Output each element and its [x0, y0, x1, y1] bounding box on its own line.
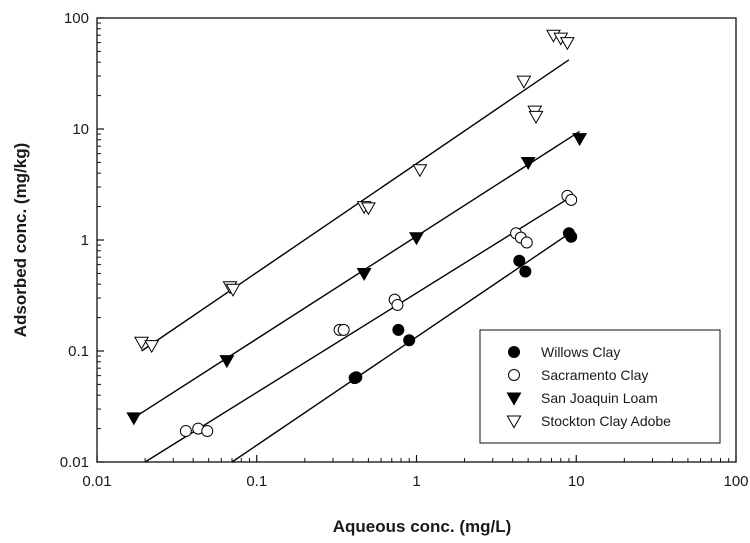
- x-tick-label: 0.01: [82, 473, 111, 490]
- data-point-series-2: [520, 236, 533, 249]
- data-point-series-4: [360, 202, 376, 216]
- fit-line-4: [141, 59, 570, 352]
- legend: Willows Clay Sacramento Clay San Joaquin L…: [479, 329, 721, 444]
- x-tick-label: 10: [568, 473, 585, 490]
- data-point-series-4: [412, 164, 428, 178]
- data-point-series-4: [528, 110, 544, 124]
- x-tick-label: 100: [723, 473, 748, 490]
- y-tick-label: 0.01: [60, 454, 89, 471]
- data-point-series-2: [337, 323, 350, 336]
- legend-marker-1: [508, 346, 520, 358]
- data-point-series-1: [403, 334, 416, 347]
- legend-label-4: Stockton Clay Adobe: [541, 413, 671, 429]
- legend-marker-2: [508, 369, 520, 381]
- y-tick-label: 100: [64, 10, 89, 27]
- legend-box: [479, 329, 721, 444]
- data-point-series-4: [144, 340, 160, 354]
- fit-line-1: [231, 230, 574, 463]
- y-tick-label: 10: [72, 121, 89, 138]
- legend-label-1: Willows Clay: [541, 344, 620, 360]
- data-point-series-2: [179, 425, 192, 438]
- data-point-series-1: [513, 254, 526, 267]
- x-axis: 0.01 0.1 1 10 100: [82, 455, 749, 490]
- legend-label-3: San Joaquin Loam: [541, 390, 658, 406]
- data-point-series-1: [519, 265, 532, 278]
- y-axis-title: Adsorbed conc. (mg/kg): [11, 143, 30, 338]
- data-point-series-4: [516, 75, 532, 89]
- x-axis-title: Aqueous conc. (mg/L): [333, 517, 512, 536]
- data-point-series-1: [392, 323, 405, 336]
- data-point-series-2: [391, 298, 404, 311]
- data-point-series-3: [409, 232, 424, 246]
- data-point-series-2: [565, 193, 578, 206]
- data-point-series-3: [356, 267, 372, 282]
- data-point-series-2: [201, 425, 214, 438]
- data-point-series-1: [565, 230, 578, 243]
- fit-line-3: [133, 130, 581, 419]
- legend-marker-4: [506, 415, 522, 429]
- x-tick-label: 1: [412, 473, 420, 490]
- legend-marker-3: [506, 392, 522, 406]
- x-tick-label: 0.1: [246, 473, 267, 490]
- y-axis: 0.01 0.1 1 10 100: [60, 10, 104, 471]
- data-point-series-1: [350, 371, 363, 384]
- data-point-series-3: [520, 156, 536, 171]
- y-tick-label: 0.1: [68, 343, 89, 360]
- legend-label-2: Sacramento Clay: [541, 367, 648, 383]
- fit-lines: [133, 59, 581, 463]
- data-point-series-3: [572, 133, 588, 147]
- y-tick-label: 1: [81, 232, 89, 249]
- data-point-series-3: [219, 355, 235, 369]
- data-point-series-4: [225, 283, 241, 297]
- data-point-series-4: [559, 37, 575, 51]
- data-point-series-3: [126, 412, 142, 426]
- data-markers: [126, 29, 588, 438]
- fit-line-2: [144, 195, 574, 463]
